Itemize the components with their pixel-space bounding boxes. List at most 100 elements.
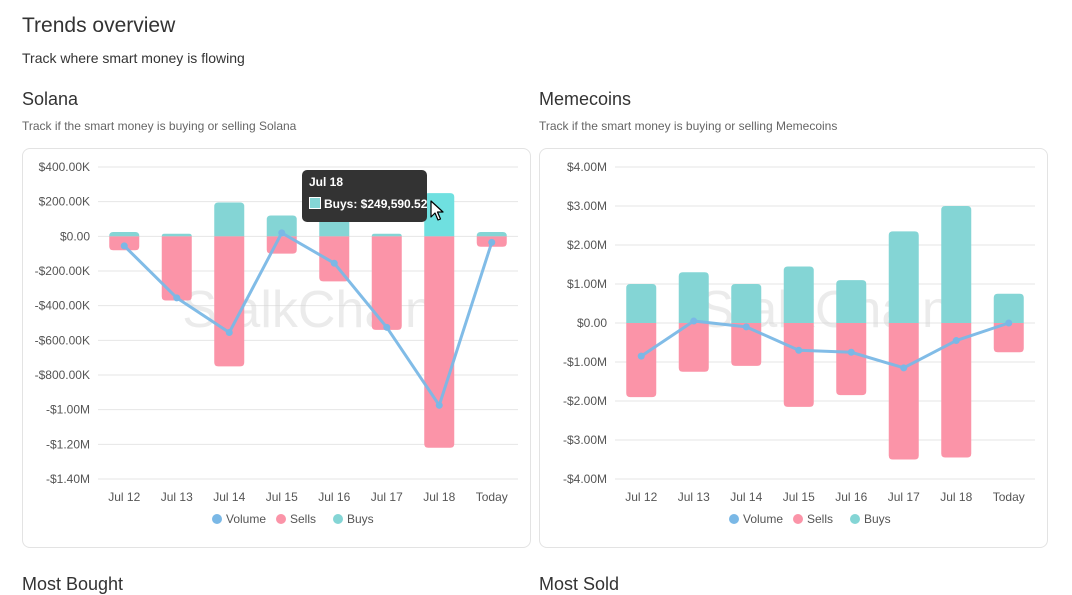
y-tick-label: -$3.00M bbox=[563, 433, 607, 447]
legend-label: Sells bbox=[290, 512, 316, 526]
y-tick-label: $4.00M bbox=[567, 160, 607, 174]
volume-point bbox=[795, 346, 803, 354]
memecoins-chart-card: $4.00M $3.00M $2.00M $1.00M $0.00 -$1.00M -$2.… bbox=[539, 148, 1048, 548]
x-tick-label: Jul 14 bbox=[730, 490, 762, 504]
x-tick-label: Jul 18 bbox=[423, 490, 455, 504]
chart-tooltip: Jul 18 Buys: $249,590.52 bbox=[302, 170, 427, 222]
y-tick-label: -$800.00K bbox=[35, 368, 90, 382]
volume-point bbox=[330, 259, 338, 267]
buys-bar bbox=[319, 218, 350, 237]
volume-point bbox=[1005, 319, 1013, 327]
page-title: Trends overview bbox=[22, 14, 176, 37]
y-tick-label: $0.00 bbox=[60, 229, 90, 243]
volume-point bbox=[173, 294, 181, 302]
buys-bar bbox=[476, 232, 507, 237]
buys-bar bbox=[941, 206, 972, 323]
x-tick-label: Jul 12 bbox=[108, 490, 140, 504]
legend-label: Volume bbox=[226, 512, 266, 526]
x-tick-label: Jul 17 bbox=[888, 490, 920, 504]
memecoins-chart[interactable]: $4.00M $3.00M $2.00M $1.00M $0.00 -$1.00M -$2.… bbox=[540, 149, 1047, 547]
most-bought-title: Most Bought bbox=[22, 574, 124, 594]
y-tick-label: -$1.00M bbox=[46, 403, 90, 417]
buys-bar bbox=[109, 232, 140, 237]
x-tick-label: Jul 16 bbox=[318, 490, 350, 504]
volume-point bbox=[742, 323, 750, 331]
sells-bar bbox=[371, 236, 402, 330]
buys-bar bbox=[783, 266, 814, 323]
memecoins-title: Memecoins bbox=[539, 89, 632, 109]
legend-marker bbox=[212, 514, 222, 524]
memecoins-subtitle: Track if the smart money is buying or se… bbox=[539, 119, 838, 133]
x-tick-label: Today bbox=[993, 490, 1025, 504]
solana-title: Solana bbox=[22, 89, 79, 109]
sells-bar bbox=[941, 323, 972, 458]
tooltip-label: Buys: $249,590.52 bbox=[324, 197, 428, 211]
y-tick-label: $3.00M bbox=[567, 199, 607, 213]
legend-marker bbox=[333, 514, 343, 524]
sells-bar bbox=[161, 236, 192, 301]
legend-marker bbox=[850, 514, 860, 524]
sells-bar bbox=[888, 323, 919, 460]
x-tick-label: Jul 18 bbox=[940, 490, 972, 504]
volume-point bbox=[637, 352, 645, 360]
legend-label: Buys bbox=[347, 512, 374, 526]
sells-bar bbox=[214, 236, 245, 367]
volume-point bbox=[900, 364, 908, 372]
x-tick-label: Jul 15 bbox=[266, 490, 298, 504]
tooltip-swatch bbox=[309, 197, 321, 209]
sells-bar bbox=[424, 236, 455, 448]
volume-point bbox=[488, 238, 496, 246]
sells-bar bbox=[993, 323, 1024, 353]
x-tick-label: Jul 14 bbox=[213, 490, 245, 504]
buys-bar bbox=[626, 284, 657, 323]
buys-bar bbox=[371, 233, 402, 237]
sells-bar bbox=[836, 323, 867, 396]
buys-bar bbox=[266, 215, 297, 237]
legend-marker bbox=[276, 514, 286, 524]
legend-label: Buys bbox=[864, 512, 891, 526]
mouse-cursor-icon bbox=[430, 200, 444, 221]
buys-bar bbox=[161, 233, 192, 237]
y-tick-label: $1.00M bbox=[567, 277, 607, 291]
volume-point bbox=[847, 348, 855, 356]
sells-bar bbox=[731, 323, 762, 366]
page-subtitle: Track where smart money is flowing bbox=[22, 50, 245, 66]
tooltip-row: Buys: $249,590.52 bbox=[309, 197, 427, 211]
legend-label: Sells bbox=[807, 512, 833, 526]
buys-bar bbox=[214, 202, 245, 237]
y-tick-label: -$200.00K bbox=[35, 264, 90, 278]
x-tick-label: Jul 13 bbox=[678, 490, 710, 504]
legend-marker bbox=[729, 514, 739, 524]
buys-bar bbox=[731, 284, 762, 323]
y-tick-label: $200.00K bbox=[39, 195, 90, 209]
legend-label: Volume bbox=[743, 512, 783, 526]
solana-chart-card: $400.00K $200.00K $0.00 -$200.00K -$400.00K -… bbox=[22, 148, 531, 548]
volume-point bbox=[225, 329, 233, 337]
sells-bar bbox=[678, 323, 709, 372]
solana-chart[interactable]: $400.00K $200.00K $0.00 -$200.00K -$400.00K -… bbox=[23, 149, 530, 547]
tooltip-title: Jul 18 bbox=[309, 175, 344, 189]
solana-subtitle: Track if the smart money is buying or se… bbox=[22, 119, 297, 133]
y-tick-label: -$400.00K bbox=[35, 299, 90, 313]
y-tick-label: -$2.00M bbox=[563, 394, 607, 408]
x-tick-label: Jul 12 bbox=[625, 490, 657, 504]
most-sold-title: Most Sold bbox=[539, 574, 620, 594]
volume-line bbox=[640, 319, 1010, 370]
buys-bar bbox=[678, 272, 709, 323]
x-tick-label: Jul 16 bbox=[835, 490, 867, 504]
volume-point bbox=[435, 401, 443, 409]
volume-point bbox=[383, 323, 391, 331]
buys-bar bbox=[993, 293, 1024, 323]
y-tick-label: $2.00M bbox=[567, 238, 607, 252]
y-tick-label: $400.00K bbox=[39, 160, 90, 174]
sells-bar bbox=[626, 323, 657, 398]
y-tick-label: -$1.20M bbox=[46, 437, 90, 451]
volume-line bbox=[123, 231, 494, 407]
volume-point bbox=[952, 337, 960, 345]
y-tick-label: $0.00 bbox=[577, 316, 607, 330]
y-tick-label: -$1.00M bbox=[563, 355, 607, 369]
y-tick-label: -$1.40M bbox=[46, 472, 90, 486]
buys-bar bbox=[836, 280, 867, 323]
buys-bar bbox=[888, 231, 919, 323]
x-tick-label: Jul 17 bbox=[371, 490, 403, 504]
